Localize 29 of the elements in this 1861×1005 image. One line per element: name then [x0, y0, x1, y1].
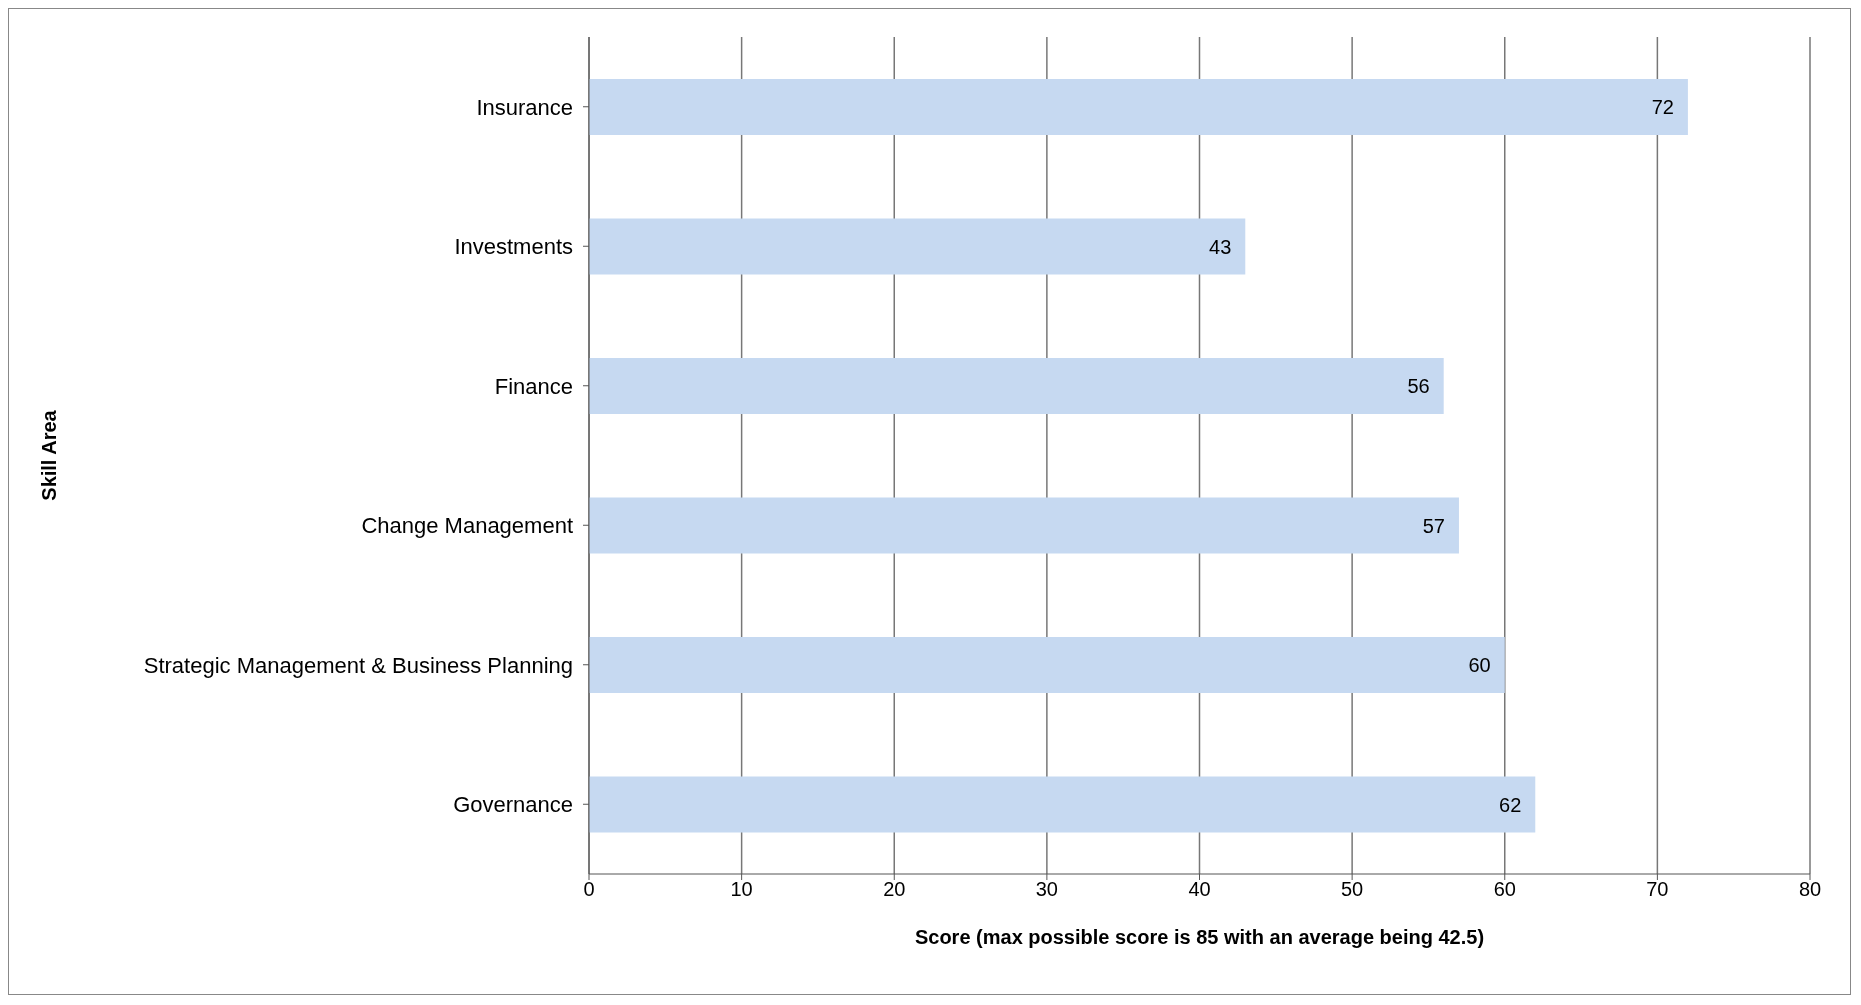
x-tick-label: 30 — [1035, 878, 1058, 901]
y-tick-label: Strategic Management & Business Planning — [143, 652, 573, 678]
bar — [589, 79, 1688, 135]
x-tick-label: 20 — [883, 878, 906, 901]
bar — [589, 358, 1444, 414]
x-tick-label: 60 — [1493, 878, 1516, 901]
bar — [589, 218, 1246, 275]
data-label: 60 — [1468, 654, 1491, 677]
data-label: 72 — [1651, 96, 1674, 119]
y-tick-label: Finance — [494, 373, 573, 399]
bar — [589, 497, 1459, 554]
bar — [589, 776, 1536, 833]
y-tick-label: Governance — [453, 792, 573, 818]
y-tick-label: Investments — [454, 234, 573, 260]
x-tick-label: 70 — [1646, 878, 1669, 901]
bar — [589, 637, 1505, 693]
data-label: 57 — [1422, 514, 1445, 537]
data-label: 43 — [1209, 235, 1232, 258]
data-label: 62 — [1499, 793, 1522, 816]
x-tick-label: 10 — [730, 878, 753, 901]
x-tick-label: 80 — [1798, 878, 1822, 901]
x-axis-title: Score (max possible score is 85 with an average being 42.5) — [914, 926, 1485, 948]
x-tick-label: 40 — [1188, 878, 1211, 901]
y-tick-label: Change Management — [361, 513, 573, 539]
y-tick-label: Insurance — [476, 94, 573, 120]
x-tick-label: 0 — [583, 878, 595, 901]
y-axis-title: Skill Area — [38, 409, 61, 501]
data-label: 56 — [1407, 375, 1430, 398]
x-tick-label: 50 — [1341, 878, 1364, 901]
